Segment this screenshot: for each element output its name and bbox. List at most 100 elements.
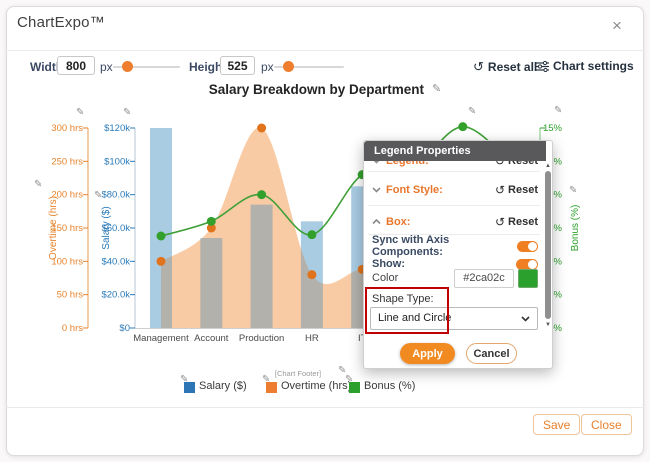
show-toggle[interactable] [516,258,538,270]
shape-type-value: Line and Circle [378,312,452,324]
bonus-swatch: ✎ [345,375,360,393]
cancel-button[interactable]: Cancel [466,343,517,364]
edit-overtime-title-pencil-icon[interactable]: ✎ [34,179,43,190]
close-icon[interactable]: × [612,16,622,35]
edit-pencil-icon[interactable]: ✎ [180,374,189,385]
reset-all-button[interactable]: ↺ Reset all [473,59,537,75]
svg-text:$120k: $120k [104,123,130,134]
width-slider-handle[interactable] [122,61,133,72]
footer-divider [6,407,644,408]
svg-text:$80.0k: $80.0k [101,190,130,201]
sync-axis-toggle[interactable] [516,240,538,252]
scroll-down-icon[interactable]: ▼ [545,322,551,328]
svg-text:50 hrs: 50 hrs [57,290,84,301]
edit-pencil-icon[interactable]: ✎ [262,374,271,385]
height-input[interactable] [220,56,255,75]
svg-text:Account: Account [194,333,229,344]
legend-item-overtime[interactable]: ✎ Overtime (hrs) [262,375,352,393]
section-font-style-label: Font Style: [386,184,443,196]
legend-item-salary[interactable]: ✎ Salary ($) [180,375,247,393]
shape-type-select[interactable]: Line and Circle [370,307,538,330]
overtime-swatch: ✎ [262,375,277,393]
svg-text:0%: 0% [548,323,562,334]
height-unit: px [261,60,274,74]
color-label: Color [372,272,399,284]
legend-reset-button[interactable]: ↺ Reset [495,161,538,168]
panel-divider [368,171,540,172]
apply-button[interactable]: Apply [400,343,455,364]
section-font-style[interactable]: Font Style: ↺ Reset [364,177,544,203]
reset-icon: ↺ [494,161,506,168]
scroll-up-icon[interactable]: ▲ [545,163,551,169]
edit-footer-pencil-icon[interactable]: ✎ [338,365,347,376]
svg-text:$0: $0 [119,323,130,334]
svg-text:HR: HR [305,333,319,344]
shape-type-row: Shape Type: [364,290,544,308]
color-swatch[interactable] [518,268,538,288]
legend-overtime-label: Overtime (hrs) [281,380,352,392]
svg-text:5%: 5% [548,256,562,267]
edit-salary-axis-pencil-icon[interactable]: ✎ [123,107,132,118]
width-input[interactable] [57,56,95,75]
reset-icon: ↺ [473,59,484,74]
svg-text:200 hrs: 200 hrs [51,190,83,201]
color-row: Color #2ca02c [364,267,544,289]
height-slider-handle[interactable] [283,61,294,72]
svg-text:$20.0k: $20.0k [101,290,130,301]
chevron-down-icon [372,187,381,193]
chart-settings-label: Chart settings [553,59,634,73]
panel-divider [368,234,540,235]
color-value-input[interactable]: #2ca02c [454,268,514,288]
panel-body: Legend: ↺ Reset Font Style: ↺ Reset Box: [364,161,544,368]
edit-bonus-series-pencil-icon[interactable]: ✎ [468,106,477,117]
chart-footer-tag: [Chart Footer] [274,369,322,378]
section-box[interactable]: Box: ↺ Reset [364,211,544,233]
height-slider-track[interactable] [274,66,344,68]
legend-properties-panel: Legend Properties Legend: ↺ Reset Font S… [363,140,553,369]
legend-item-bonus[interactable]: ✎ Bonus (%) [345,375,416,393]
section-legend[interactable]: Legend: ↺ Reset [364,161,544,172]
legend-salary-label: Salary ($) [199,380,247,392]
chevron-down-icon [521,316,530,322]
svg-text:250 hrs: 250 hrs [51,156,83,167]
sync-axis-label: Sync with Axis Components: [372,234,450,258]
svg-text:Bonus (%): Bonus (%) [570,205,581,252]
edit-bonus-axis-pencil-icon[interactable]: ✎ [554,105,563,116]
reset-icon: ↺ [494,215,506,229]
svg-text:100 hrs: 100 hrs [51,256,83,267]
chart-title-row: Salary Breakdown by Department ✎ [0,82,650,97]
reset-all-label: Reset all [487,60,538,74]
svg-text:IT: IT [358,333,367,344]
edit-overtime-axis-pencil-icon[interactable]: ✎ [76,107,85,118]
svg-text:0 hrs: 0 hrs [62,323,83,334]
header-divider [6,50,644,51]
height-label: Height: [189,60,231,74]
svg-text:$100k: $100k [104,156,130,167]
svg-text:150 hrs: 150 hrs [51,223,83,234]
sync-axis-row: Sync with Axis Components: [364,234,544,258]
chevron-up-icon [372,219,381,225]
save-button[interactable]: Save [533,414,581,435]
svg-text:Salary ($): Salary ($) [101,206,112,249]
section-box-label: Box: [386,216,411,228]
font-style-reset-button[interactable]: ↺ Reset [494,183,538,197]
chart-settings-button[interactable]: Chart settings [536,59,634,73]
svg-text:Production: Production [239,333,284,344]
panel-title: Legend Properties [364,141,546,161]
scrollbar-thumb[interactable] [545,171,551,319]
dialog-close-button[interactable]: Close [581,414,632,435]
width-slider-track[interactable] [113,66,180,68]
shape-type-label: Shape Type: [372,293,434,305]
edit-salary-title-pencil-icon[interactable]: ✎ [94,190,103,201]
show-row: Show: [364,255,544,273]
legend-bonus-label: Bonus (%) [364,380,416,392]
edit-title-pencil-icon[interactable]: ✎ [432,83,442,95]
box-reset-button[interactable]: ↺ Reset [494,215,538,229]
edit-bonus-title-pencil-icon[interactable]: ✎ [569,185,578,196]
panel-scrollbar[interactable]: ▲ ▼ [544,161,552,368]
edit-pencil-icon[interactable]: ✎ [345,374,354,385]
salary-swatch: ✎ [180,375,195,393]
panel-divider [368,205,540,206]
show-label: Show: [372,258,405,270]
